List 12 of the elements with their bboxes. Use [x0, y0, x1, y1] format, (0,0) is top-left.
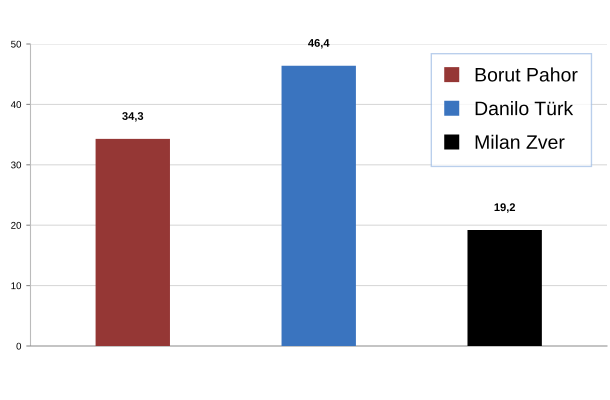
y-tick-label: 10: [11, 282, 22, 290]
data-label: 19,2: [494, 203, 516, 213]
y-tick-label: 30: [11, 162, 22, 168]
y-tick-label: 40: [10, 101, 22, 108]
legend-label: Danilo Türk: [476, 101, 574, 116]
legend-label: Milan Zver: [476, 134, 565, 149]
y-tick-label: 20: [11, 222, 22, 229]
y-tick-label: 50: [11, 40, 22, 48]
data-label: 46,4: [308, 39, 330, 48]
y-tick-label: 0: [16, 342, 22, 350]
legend-label: Borut Pahor: [476, 67, 578, 82]
data-label: 34,3: [122, 112, 144, 122]
